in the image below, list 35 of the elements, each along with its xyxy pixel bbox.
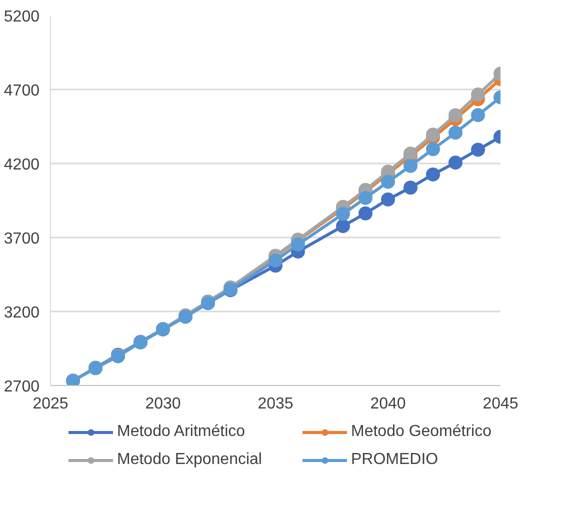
y-tick-label: 4200 (4, 156, 40, 174)
x-tick-label: 2035 (258, 396, 294, 412)
point (268, 253, 282, 268)
point (471, 142, 485, 157)
point (426, 142, 440, 156)
legend-label: Metodo Exponencial (117, 451, 263, 469)
y-tick-label: 2700 (4, 378, 40, 396)
point (426, 167, 440, 182)
x-tick-label: 2030 (145, 396, 181, 412)
point (448, 108, 462, 122)
point (404, 158, 418, 173)
point (404, 146, 418, 161)
point (448, 156, 462, 170)
y-tick-label: 4700 (4, 82, 40, 100)
y-tick-label: 5200 (4, 8, 40, 26)
legend-label: Metodo Geométrico (351, 423, 493, 441)
point (358, 190, 372, 205)
point (291, 237, 305, 252)
point (358, 206, 372, 220)
point (404, 180, 418, 195)
point (471, 88, 485, 102)
point (448, 126, 462, 140)
x-tick-label: 2025 (32, 396, 68, 412)
y-tick-label: 3700 (4, 230, 40, 248)
y-tick-label: 3200 (4, 304, 40, 322)
point (426, 128, 440, 142)
legend-label: Metodo Aritmético (117, 423, 246, 441)
point (381, 192, 395, 206)
point (471, 108, 485, 122)
legend-label: PROMEDIO (351, 451, 440, 469)
x-tick-label: 2040 (370, 396, 406, 412)
point (381, 174, 395, 189)
point (336, 219, 350, 234)
x-tick-label: 2045 (482, 396, 518, 412)
point (336, 206, 350, 221)
